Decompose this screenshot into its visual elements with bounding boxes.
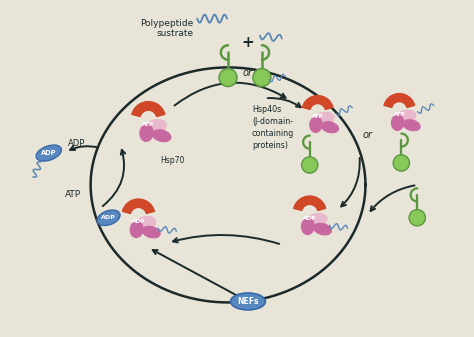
Ellipse shape bbox=[130, 221, 143, 238]
Ellipse shape bbox=[307, 213, 327, 226]
Ellipse shape bbox=[142, 226, 160, 238]
Ellipse shape bbox=[315, 112, 334, 125]
Text: Hsp70: Hsp70 bbox=[160, 156, 185, 165]
Text: or: or bbox=[363, 130, 373, 140]
Text: ATP: ATP bbox=[64, 190, 81, 200]
Polygon shape bbox=[132, 102, 165, 117]
Circle shape bbox=[219, 69, 237, 87]
Circle shape bbox=[301, 157, 318, 173]
Ellipse shape bbox=[140, 124, 153, 142]
Text: ADP: ADP bbox=[68, 139, 86, 148]
Ellipse shape bbox=[403, 120, 420, 131]
Text: +: + bbox=[242, 35, 255, 50]
Text: ADP: ADP bbox=[41, 150, 56, 156]
Circle shape bbox=[393, 155, 410, 171]
Ellipse shape bbox=[152, 130, 171, 142]
Text: ADP: ADP bbox=[303, 216, 316, 221]
Text: ADP: ADP bbox=[101, 215, 116, 220]
Ellipse shape bbox=[230, 293, 265, 310]
Text: ATP: ATP bbox=[312, 114, 323, 119]
Polygon shape bbox=[384, 94, 415, 108]
Text: NEFs: NEFs bbox=[237, 297, 259, 306]
Ellipse shape bbox=[321, 122, 338, 133]
Ellipse shape bbox=[314, 223, 331, 235]
Text: ADP: ADP bbox=[132, 219, 145, 224]
Text: Polypeptide
sustrate: Polypeptide sustrate bbox=[140, 19, 193, 38]
Ellipse shape bbox=[146, 120, 166, 133]
Ellipse shape bbox=[36, 145, 62, 161]
Text: ATP: ATP bbox=[393, 112, 405, 117]
Ellipse shape bbox=[310, 117, 322, 132]
Text: or: or bbox=[243, 68, 253, 79]
Ellipse shape bbox=[397, 110, 416, 123]
Polygon shape bbox=[294, 196, 326, 211]
Ellipse shape bbox=[392, 115, 404, 130]
Circle shape bbox=[253, 69, 271, 87]
Ellipse shape bbox=[97, 210, 120, 225]
Ellipse shape bbox=[136, 216, 156, 229]
Text: Hsp40s
(J-domain-
containing
proteins): Hsp40s (J-domain- containing proteins) bbox=[252, 105, 294, 150]
Circle shape bbox=[409, 210, 426, 226]
Polygon shape bbox=[302, 96, 333, 110]
Polygon shape bbox=[122, 199, 155, 213]
Text: ATP: ATP bbox=[142, 122, 155, 127]
Ellipse shape bbox=[301, 218, 314, 235]
